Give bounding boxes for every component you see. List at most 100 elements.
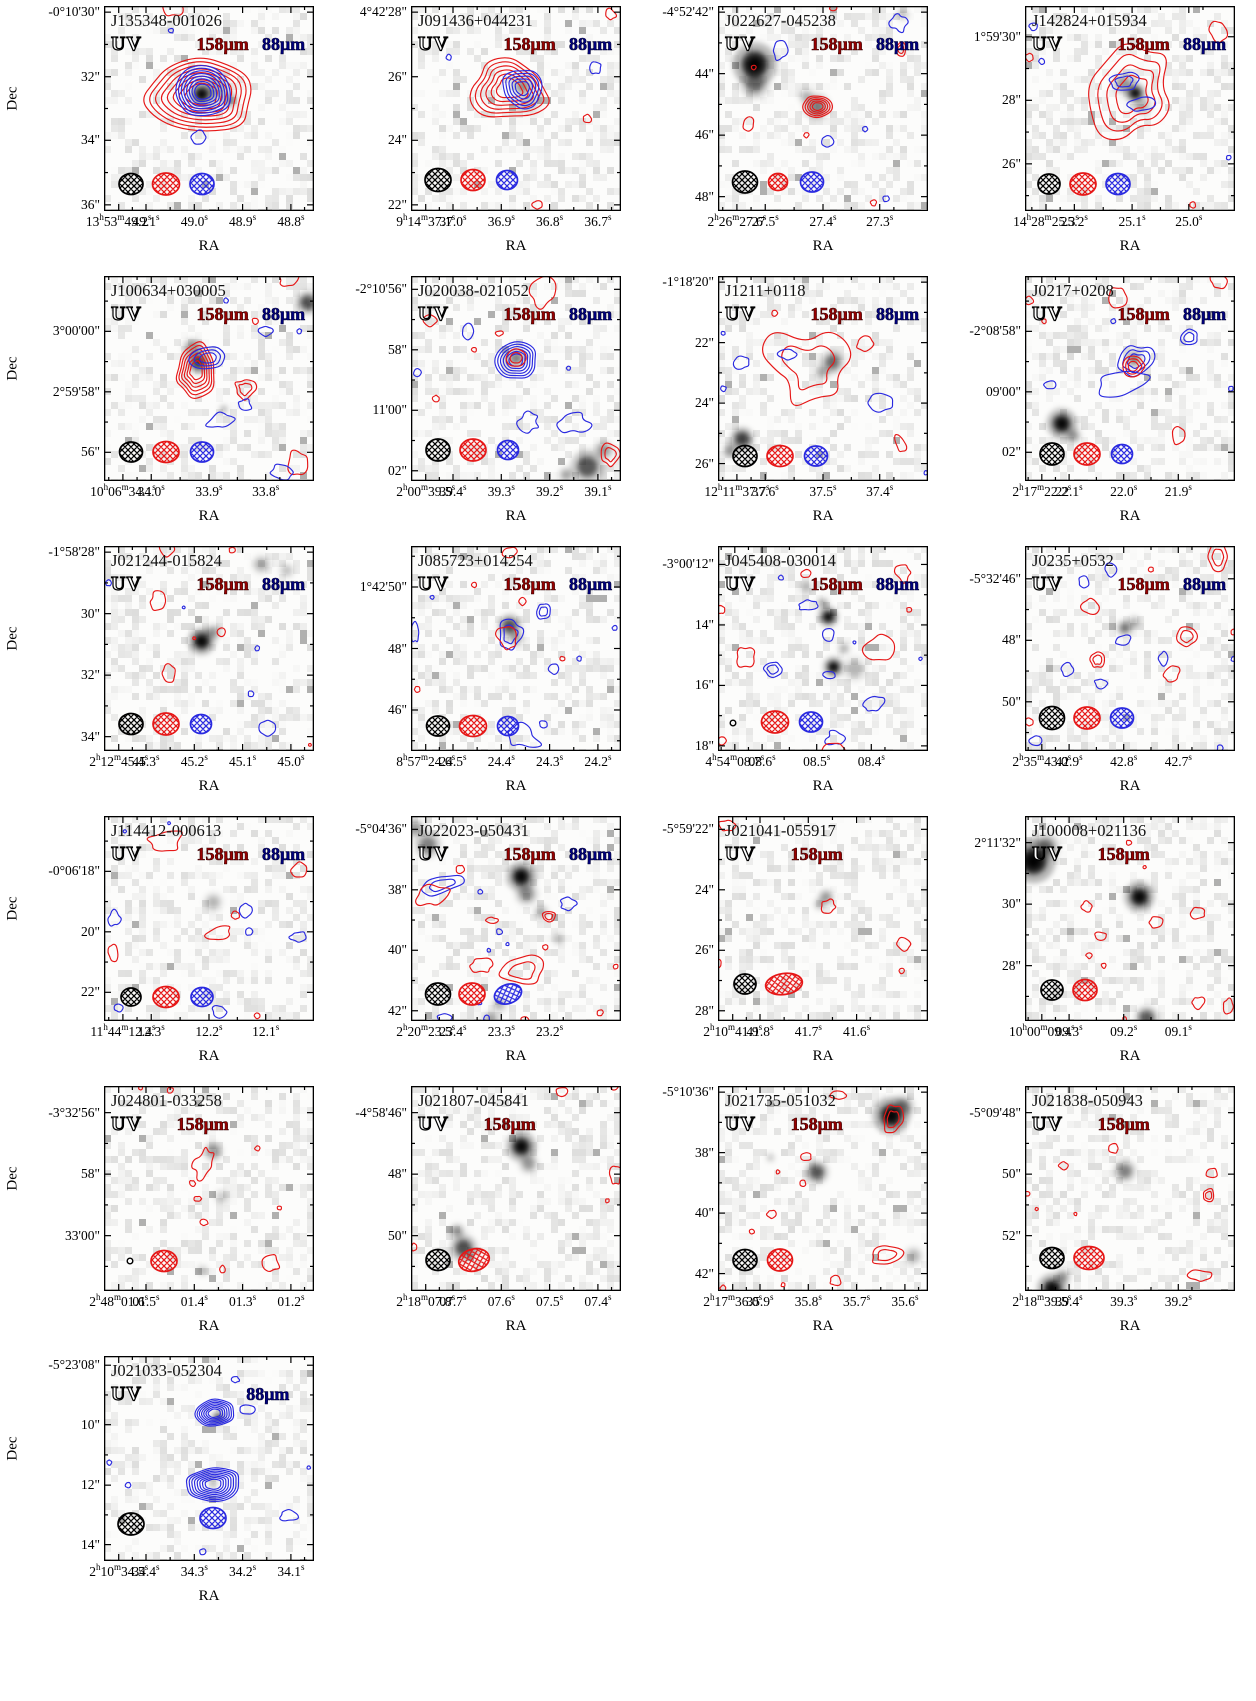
x-tick-unit: h [709,1021,715,1032]
contour-158um [520,1016,530,1021]
y-tick-label: -5°09'48" [969,1104,1021,1120]
x-tick-unit: s [607,211,612,222]
contour-158um [1034,1206,1039,1212]
x-tick-value: 49.0 [180,214,205,229]
x-tick-value: 28 [1031,214,1045,229]
uv-label: UV [111,303,142,325]
beam-88um [190,986,214,1008]
beam-ellipses [1040,978,1098,1002]
beam-158um [764,972,804,996]
x-tick-unit: s [463,1291,467,1302]
contour-88um [306,1465,312,1470]
contour-88um [1104,562,1118,578]
y-tick-label: 42" [694,1265,714,1281]
contour-158um [1180,630,1194,644]
contour-88um [245,927,254,936]
beam-158um [1073,442,1101,466]
contour-158um [528,276,557,310]
panel-J021807-045841: -4°58'46" 48" 50" J021807-045841 UV 158μm 2h18… [331,1086,627,1342]
x-axis-labels: 10h00m09.4s 09.3s 09.2s 09.1s [945,1022,1241,1044]
x-tick-label: 22.0s [1110,482,1137,500]
contour-158um [829,1090,848,1100]
contour-88um [1038,57,1046,66]
panel-title: J021041-055917 [725,821,836,840]
ra-axis-title: RA [1119,238,1141,254]
contours [105,546,312,747]
panel-title: J021838-050943 [1032,1091,1143,1110]
galaxy-image [722,350,845,459]
panel-J024801-033258: -3°32'56" 58" 33'00" J024801-033258 UV 158μm 2… [24,1086,320,1342]
x-tick-unit: s [156,751,160,762]
contour-88um [556,411,593,434]
x-tick-value: 34.1 [128,484,153,499]
contour-158um [219,1264,226,1274]
sky-image-J021041-055917: J021041-055917 UV 158μm [718,816,928,1021]
beam-ellipses [425,438,520,462]
ra-axis-title: RA [198,1588,220,1604]
background-noise [104,1086,314,1291]
x-tick-label: 9h14m37.1s [396,212,455,230]
contour-88um [107,908,122,927]
x-tick-value: 14 [407,214,421,229]
x-tick-unit: s [219,1021,223,1032]
x-axis-labels: 2h10m41.9s 41.8s 41.7s 41.6s [638,1022,934,1044]
88um-label: 88μm [1183,304,1226,324]
x-tick-unit: s [451,1021,456,1032]
beam-ellipses [425,714,520,738]
contour-158um [161,663,176,683]
x-tick-value: 48.9 [229,214,253,229]
x-tick-value: 2 [1012,754,1020,769]
x-tick-value: 2 [707,214,715,229]
contour-88um [852,640,857,645]
x-tick-unit: s [300,1291,305,1302]
x-tick-value: 09.1 [1164,1024,1189,1039]
x-tick-unit: h [1026,211,1032,222]
x-tick-value: 41.6 [843,1024,867,1039]
sky-image-J021735-051032: J021735-051032 UV 158μm [718,1086,928,1291]
x-tick-label: 24.4s [488,752,515,770]
contour-88um [821,135,835,148]
contour-88um [798,599,819,611]
x-tick-unit: h [99,211,104,222]
contour-88um [436,1013,453,1021]
contours [415,864,619,1021]
x-tick-value: 20 [407,1024,421,1039]
contour-158um [600,442,621,468]
contour-88um [247,690,255,698]
panel-J022627-045238: -4°52'42" 44" 46" 48" J022627-045238 UV 158μm 8… [638,4,934,262]
x-tick-unit: h [1019,1291,1024,1302]
contours [143,6,252,145]
contour-88um [183,72,223,110]
y-tick-label: 50" [387,1227,407,1243]
x-tick-value: 08.5 [803,754,827,769]
contour-158um [1094,931,1107,941]
88um-label: 88μm [246,1384,289,1404]
x-tick-value: 39.2 [536,484,560,499]
x-tick-value: 39.4 [439,484,464,499]
figure-row: Dec -1°58'28" 30" 32" 34" J021244-015824 UV 158… [0,544,1256,802]
x-tick-label: 34.1s [277,1562,304,1580]
contour-158um [544,912,554,921]
x-tick-label: 36.9s [488,212,515,230]
x-tick-label: 4h54m08.7s [705,752,764,770]
y-axis-labels: -1°58'28" 30" 32" 34" [24,544,104,751]
contour-158um [893,564,912,584]
sky-image-J100634+030005: J100634+030005 UV 158μm 88μm [104,276,314,481]
beam-ellipses [424,167,519,193]
x-tick-label: 09.3s [1056,1022,1083,1040]
panel-title: J020038-021052 [418,281,529,300]
158um-label: 158μm [791,1114,843,1134]
contour-158um [162,6,184,17]
contour-88um [188,346,226,370]
contour-158um [799,1179,807,1188]
y-tick-label: 46" [694,127,714,143]
x-tick-value: 07.8 [428,1294,452,1309]
y-tick-label: 40" [694,1205,714,1221]
x-tick-unit: h [402,1021,408,1032]
beam-ellipses [118,440,215,464]
contour-158um [287,449,309,476]
x-tick-value: 25.1 [1118,214,1143,229]
contour-88um [204,1478,222,1490]
y-tick-label: 30" [1001,896,1021,912]
beam-88um [496,715,520,737]
